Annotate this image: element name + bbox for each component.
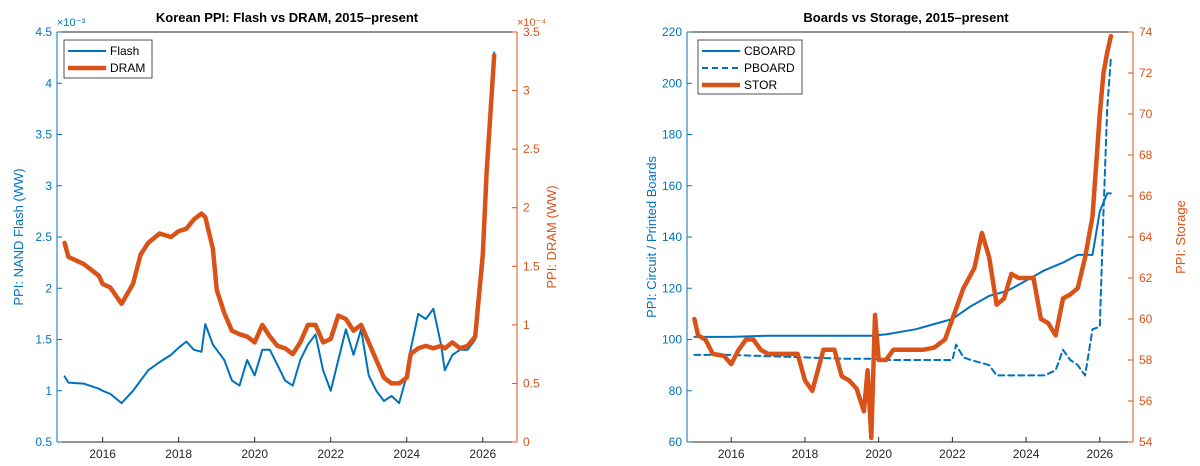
- right-exponent-label: ×10⁻⁴: [517, 17, 546, 29]
- chart-boards-vs-storage: Boards vs Storage, 2015–present 2016 2018…: [644, 10, 1188, 461]
- series-layer: [692, 33, 1114, 441]
- tick-layer: 2016 2018 2020 2022 2024 2026 60 80 100 120 140 160…: [662, 25, 1153, 461]
- left-y-tick-label: 180: [662, 128, 682, 142]
- left-y-tick-label: 200: [662, 76, 682, 90]
- x-tick-label: 2018: [792, 447, 819, 461]
- right-y-tick-label: 74: [1139, 25, 1153, 39]
- legend: Flash DRAM: [63, 39, 153, 79]
- legend-label-cboard: CBOARD: [744, 44, 796, 58]
- left-y-axis-label: PPI: NAND Flash (WW): [11, 168, 26, 305]
- left-y-tick-label: 3.5: [35, 128, 52, 142]
- right-y-tick-label: 1: [523, 318, 530, 332]
- left-y-tick-label: 60: [669, 435, 683, 449]
- right-y-tick-label: 54: [1139, 435, 1153, 449]
- right-y-tick-label: 64: [1139, 230, 1153, 244]
- legend-label-stor: STOR: [744, 78, 777, 92]
- right-y-axis-label: PPI: DRAM (WW): [544, 185, 559, 288]
- right-y-tick-label: 60: [1139, 312, 1153, 326]
- x-tick-label: 2018: [165, 447, 192, 461]
- x-tick-label: 2022: [939, 447, 966, 461]
- series-line-dram: [62, 53, 497, 386]
- left-y-tick-label: 1.5: [35, 333, 52, 347]
- legend-label-dram: DRAM: [110, 61, 145, 75]
- legend-box: [63, 39, 153, 79]
- right-y-tick-label: 2: [523, 201, 530, 215]
- legend: CBOARD PBOARD STOR: [697, 39, 803, 95]
- left-y-tick-label: 1: [45, 384, 52, 398]
- x-tick-label: 2016: [89, 447, 116, 461]
- left-y-tick-label: 100: [662, 333, 682, 347]
- right-y-tick-label: 56: [1139, 394, 1153, 408]
- left-y-tick-label: 220: [662, 25, 682, 39]
- left-y-tick-label: 120: [662, 281, 682, 295]
- right-y-tick-label: 3: [523, 84, 530, 98]
- right-y-tick-label: 2.5: [523, 142, 540, 156]
- x-tick-label: 2022: [317, 447, 344, 461]
- chart-flash-vs-dram: Korean PPI: Flash vs DRAM, 2015–present …: [11, 10, 559, 461]
- right-y-tick-label: 68: [1139, 148, 1153, 162]
- right-y-tick-label: 0.5: [523, 376, 540, 390]
- left-y-axis-label: PPI: Circuit / Printed Boards: [644, 156, 659, 318]
- right-y-tick-label: 70: [1139, 107, 1153, 121]
- left-y-tick-label: 140: [662, 230, 682, 244]
- legend-label-pboard: PBOARD: [744, 61, 795, 75]
- left-y-tick-label: 4.5: [35, 25, 52, 39]
- x-tick-label: 2016: [718, 447, 745, 461]
- series-line-pboard: [693, 56, 1112, 377]
- right-y-tick-label: 72: [1139, 66, 1153, 80]
- right-y-tick-label: 58: [1139, 353, 1153, 367]
- plot-area: [57, 32, 517, 442]
- chart-title: Boards vs Storage, 2015–present: [803, 10, 1009, 25]
- right-y-tick-label: 1.5: [523, 259, 540, 273]
- series-line-stor: [692, 33, 1114, 441]
- tick-layer: 2016 2018 2020 2022 2024 2026 0.5 1 1.5 2 2.5 3 3.5 4…: [35, 25, 540, 461]
- x-tick-label: 2026: [469, 447, 496, 461]
- x-tick-label: 2020: [241, 447, 268, 461]
- right-y-tick-label: 0: [523, 435, 530, 449]
- x-tick-label: 2026: [1086, 447, 1113, 461]
- left-y-tick-label: 0.5: [35, 435, 52, 449]
- series-line-flash: [63, 51, 496, 405]
- left-exponent-label: ×10⁻³: [57, 17, 85, 29]
- left-y-tick-label: 160: [662, 179, 682, 193]
- series-layer: [62, 51, 497, 405]
- right-y-tick-label: 62: [1139, 271, 1153, 285]
- left-y-tick-label: 3: [45, 179, 52, 193]
- left-y-tick-label: 80: [669, 384, 683, 398]
- left-y-tick-label: 2: [45, 281, 52, 295]
- chart-title: Korean PPI: Flash vs DRAM, 2015–present: [156, 10, 419, 25]
- right-y-tick-label: 3.5: [523, 25, 540, 39]
- x-tick-label: 2020: [865, 447, 892, 461]
- x-tick-label: 2024: [1013, 447, 1040, 461]
- x-tick-label: 2024: [393, 447, 420, 461]
- left-y-tick-label: 2.5: [35, 230, 52, 244]
- left-y-tick-label: 4: [45, 76, 52, 90]
- right-y-tick-label: 66: [1139, 189, 1153, 203]
- legend-label-flash: Flash: [110, 44, 139, 58]
- plot-area: [687, 32, 1133, 442]
- right-y-axis-label: PPI: Storage: [1173, 200, 1188, 274]
